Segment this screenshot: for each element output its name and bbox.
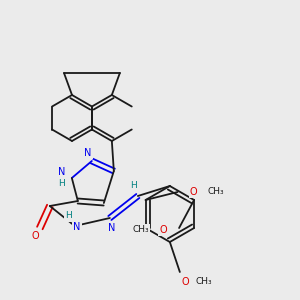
Text: O: O <box>31 231 39 241</box>
Text: N: N <box>84 148 92 158</box>
Text: N: N <box>58 167 65 177</box>
Text: N: N <box>108 223 116 233</box>
Text: CH₃: CH₃ <box>207 188 224 196</box>
Text: O: O <box>181 277 189 287</box>
Text: O: O <box>159 225 167 235</box>
Text: O: O <box>190 187 197 197</box>
Text: H: H <box>130 182 137 190</box>
Text: H: H <box>65 212 72 220</box>
Text: CH₃: CH₃ <box>196 278 212 286</box>
Text: H: H <box>58 178 65 188</box>
Text: CH₃: CH₃ <box>133 226 149 235</box>
Text: N: N <box>73 222 80 232</box>
